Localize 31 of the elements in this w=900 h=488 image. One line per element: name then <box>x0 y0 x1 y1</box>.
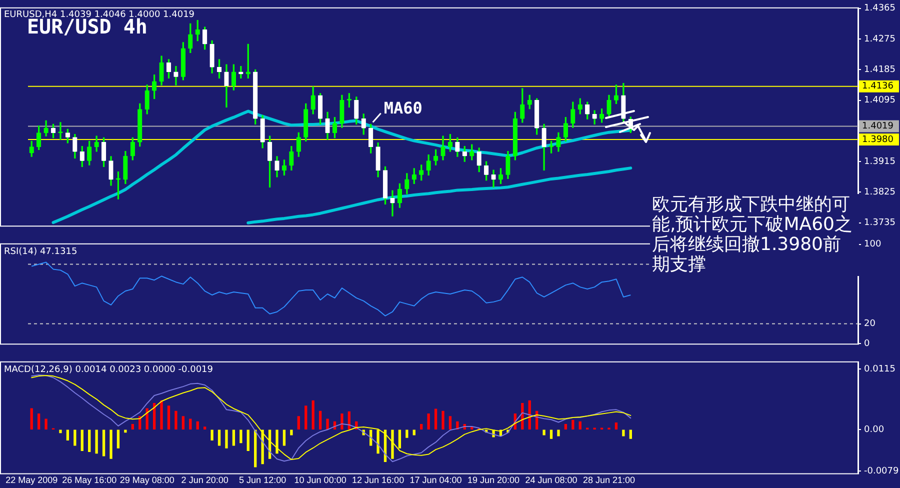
x-tick-label: 17 Jun 04:00 <box>410 475 462 486</box>
y-tick-label: 0 <box>864 338 870 349</box>
y-tick-label: 1.4095 <box>864 96 896 106</box>
x-tick-label: 12 Jun 16:00 <box>352 475 404 486</box>
x-tick-label: 19 Jun 20:00 <box>468 475 520 486</box>
chart-title: RSI(14) 47.1315 <box>4 247 78 258</box>
x-tick-label: 29 May 08:00 <box>120 475 174 486</box>
x-tick-label: 24 Jun 08:00 <box>525 475 578 486</box>
x-tick-label: 26 May 16:00 <box>62 475 117 486</box>
y-tick-label: 20 <box>864 319 876 330</box>
y-tick-label: -0.0079 <box>864 466 900 476</box>
ref-line-label: 1.3980 <box>862 134 894 145</box>
y-tick-label: 1.4275 <box>864 34 896 44</box>
ref-line-label: 1.4019 <box>862 122 894 132</box>
x-tick-label: 5 Jun 12:00 <box>239 475 286 486</box>
y-tick-label: 1.4365 <box>864 4 896 14</box>
y-tick-label: 1.4185 <box>864 65 896 76</box>
ref-line-label: 1.4136 <box>862 82 894 92</box>
y-tick-label: 0.0115 <box>864 364 896 375</box>
x-tick-label: 22 May 2009 <box>6 475 58 486</box>
y-tick-label: 1.3825 <box>864 188 896 198</box>
y-tick-label: 1.3915 <box>864 156 896 167</box>
x-tick-label: 10 Jun 00:00 <box>294 475 346 486</box>
y-tick-label: 100 <box>864 240 882 250</box>
series-label: MA60 <box>384 98 422 118</box>
chart-title: MACD(12,26,9) 0.0014 0.0023 0.0000 -0.0019 <box>4 365 214 376</box>
annotation: 欧元有形成下跌中继的可能,预计欧元下破MA60之后将继续回撤1.3980前期支撑 <box>650 194 859 276</box>
y-tick-label: 0.00 <box>864 424 884 435</box>
y-tick-label: 1.3735 <box>864 218 896 228</box>
x-tick-label: 2 Jun 20:00 <box>181 475 228 486</box>
x-tick-label: 28 Jun 21:00 <box>582 475 636 486</box>
